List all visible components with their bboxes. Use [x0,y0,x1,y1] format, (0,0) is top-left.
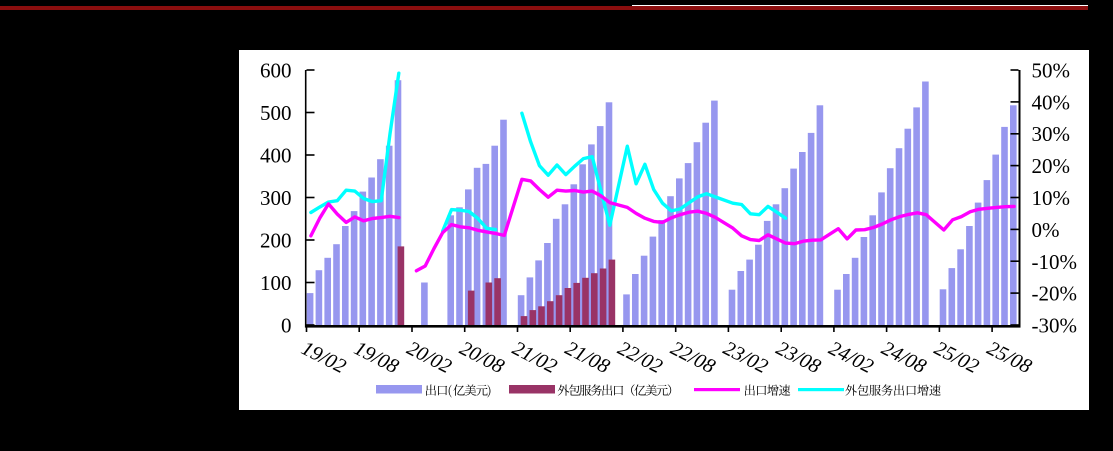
svg-text:21/08: 21/08 [561,337,613,378]
svg-text:20%: 20% [1032,154,1071,178]
svg-text:19/02: 19/02 [298,337,350,378]
svg-text:200: 200 [260,229,292,253]
svg-text:20/08: 20/08 [456,337,508,378]
svg-text:0%: 0% [1032,218,1060,242]
svg-text:-10%: -10% [1032,250,1078,274]
svg-text:23/02: 23/02 [720,337,772,378]
svg-text:22/08: 22/08 [667,337,719,378]
svg-text:24/08: 24/08 [878,337,930,378]
svg-text:22/02: 22/02 [614,337,666,378]
svg-text:25/08: 25/08 [983,337,1035,378]
svg-text:-30%: -30% [1032,314,1078,338]
svg-text:24/02: 24/02 [825,337,877,378]
svg-text:21/02: 21/02 [509,337,561,378]
svg-text:23/08: 23/08 [772,337,824,378]
svg-text:40%: 40% [1032,90,1071,114]
svg-text:19/08: 19/08 [350,337,402,378]
svg-text:-20%: -20% [1032,282,1078,306]
svg-text:10%: 10% [1032,186,1071,210]
svg-text:100: 100 [260,271,292,295]
svg-text:20/02: 20/02 [403,337,455,378]
svg-text:600: 600 [260,59,292,83]
svg-text:0: 0 [281,314,292,338]
svg-text:25/02: 25/02 [931,337,983,378]
svg-text:400: 400 [260,144,292,168]
svg-text:500: 500 [260,101,292,125]
svg-text:300: 300 [260,186,292,210]
svg-text:30%: 30% [1032,122,1071,146]
svg-text:50%: 50% [1032,59,1071,83]
